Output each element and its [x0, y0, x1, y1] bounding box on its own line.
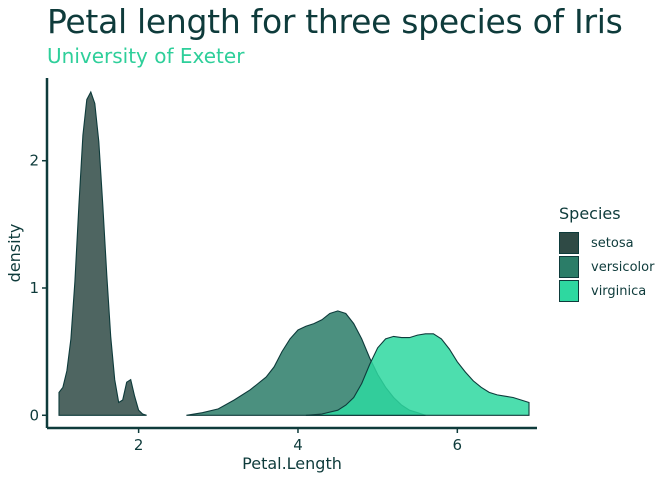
density-area-virginica — [305, 333, 530, 416]
chart-title: Petal length for three species of Iris — [47, 2, 623, 41]
legend-label-setosa: setosa — [591, 235, 634, 251]
y-axis-label: density — [5, 224, 24, 283]
legend: Species setosa versicolor virginica — [559, 204, 654, 303]
legend-item-virginica: virginica — [559, 279, 654, 303]
legend-swatch-versicolor — [559, 256, 579, 278]
y-tick-label: 2 — [29, 152, 39, 170]
x-tick-label: 2 — [134, 436, 144, 454]
x-axis-label: Petal.Length — [242, 454, 342, 473]
y-tick-label: 0 — [29, 406, 39, 424]
legend-title: Species — [559, 204, 621, 223]
x-tick-label: 6 — [453, 436, 463, 454]
density-areas — [58, 90, 530, 416]
y-tick-label: 1 — [29, 279, 39, 297]
legend-swatch-setosa — [559, 232, 579, 254]
axes: 2 4 6 0 1 2 Petal.Length density — [5, 78, 537, 473]
chart-subtitle: University of Exeter — [47, 44, 245, 68]
density-area-setosa — [58, 90, 147, 416]
legend-label-versicolor: versicolor — [591, 259, 655, 275]
legend-swatch-virginica — [559, 280, 579, 302]
legend-label-virginica: virginica — [591, 283, 647, 299]
legend-item-versicolor: versicolor — [559, 255, 654, 279]
legend-item-setosa: setosa — [559, 231, 654, 255]
x-tick-label: 4 — [293, 436, 303, 454]
